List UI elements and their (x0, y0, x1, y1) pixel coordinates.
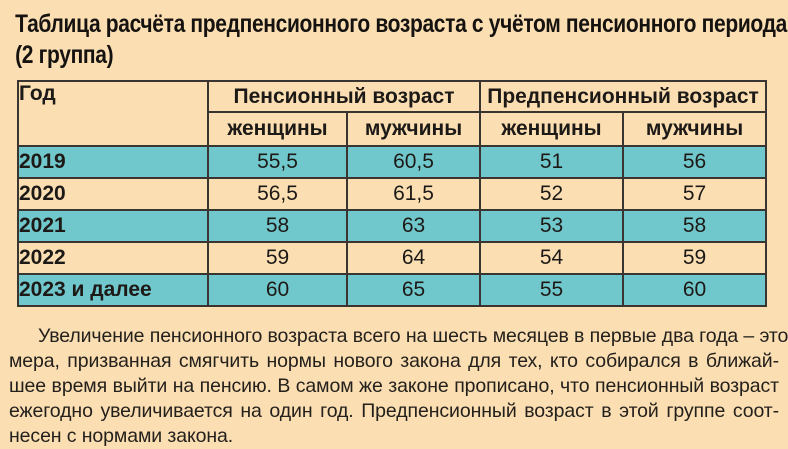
value-cell: 60 (207, 273, 348, 307)
year-cell: 2023 и далее (17, 273, 209, 307)
title-line-1: Таблица расчёта предпенсионного возраста… (15, 10, 787, 38)
value-cell: 52 (479, 177, 625, 211)
column-group-prepension-age: Предпенсионный возраст (479, 80, 768, 113)
title-line-2: (2 группа) (15, 41, 114, 69)
table-row-2019: 2019 55,5 60,5 51 56 (17, 145, 768, 179)
value-cell: 53 (479, 209, 625, 243)
table-row-2021: 2021 58 63 53 58 (17, 209, 768, 243)
table-row-2022: 2022 59 64 54 59 (17, 241, 768, 275)
value-cell: 63 (345, 209, 482, 243)
value-cell: 64 (345, 241, 482, 275)
table-row-2020: 2020 56,5 61,5 52 57 (17, 177, 768, 211)
page-title: Таблица расчёта предпенсионного возраста… (0, 0, 787, 71)
value-cell: 56,5 (207, 177, 348, 211)
value-cell: 57 (622, 177, 768, 211)
column-header-pension-men: мужчины (345, 111, 482, 147)
table-row-2023-plus: 2023 и далее 60 65 55 60 (17, 273, 768, 307)
pension-age-table: Год Пенсионный возраст Предпенсионный во… (17, 80, 768, 307)
column-header-prepension-women: женщины (479, 111, 625, 147)
paragraph-line: Увеличение пенсионного возраста всего на… (38, 325, 788, 347)
year-cell: 2020 (17, 177, 209, 211)
value-cell: 58 (622, 209, 768, 243)
body-paragraph: Увеличение пенсионного возраста всего на… (9, 324, 788, 449)
table-header-row-groups: Год Пенсионный возраст Предпенсионный во… (17, 80, 768, 147)
value-cell: 54 (479, 241, 625, 275)
value-cell: 55 (479, 273, 625, 307)
value-cell: 51 (479, 145, 625, 179)
column-header-year: Год (17, 80, 209, 147)
paragraph-line: несен с нормами закона. (9, 425, 234, 447)
paragraph-line: шее время выйти на пенсию. В самом же за… (9, 375, 779, 397)
value-cell: 60,5 (345, 145, 482, 179)
column-header-pension-women: женщины (207, 111, 348, 147)
paragraph-line: ежегодно увеличивается на один год. Пред… (9, 400, 779, 422)
paragraph-line: мера, призванная смягчить нормы нового з… (9, 350, 779, 372)
value-cell: 55,5 (207, 145, 348, 179)
value-cell: 61,5 (345, 177, 482, 211)
year-cell: 2019 (17, 145, 209, 179)
year-cell: 2022 (17, 241, 209, 275)
column-group-pension-age: Пенсионный возраст (206, 80, 482, 113)
value-cell: 60 (622, 273, 768, 307)
value-cell: 58 (207, 209, 348, 243)
value-cell: 56 (622, 145, 768, 179)
column-header-prepension-men: мужчины (622, 111, 768, 147)
value-cell: 59 (207, 241, 348, 275)
value-cell: 59 (622, 241, 768, 275)
table-header-row-genders: женщины мужчины женщины мужчины (18, 111, 768, 147)
year-cell: 2021 (17, 209, 209, 243)
value-cell: 65 (345, 273, 482, 307)
